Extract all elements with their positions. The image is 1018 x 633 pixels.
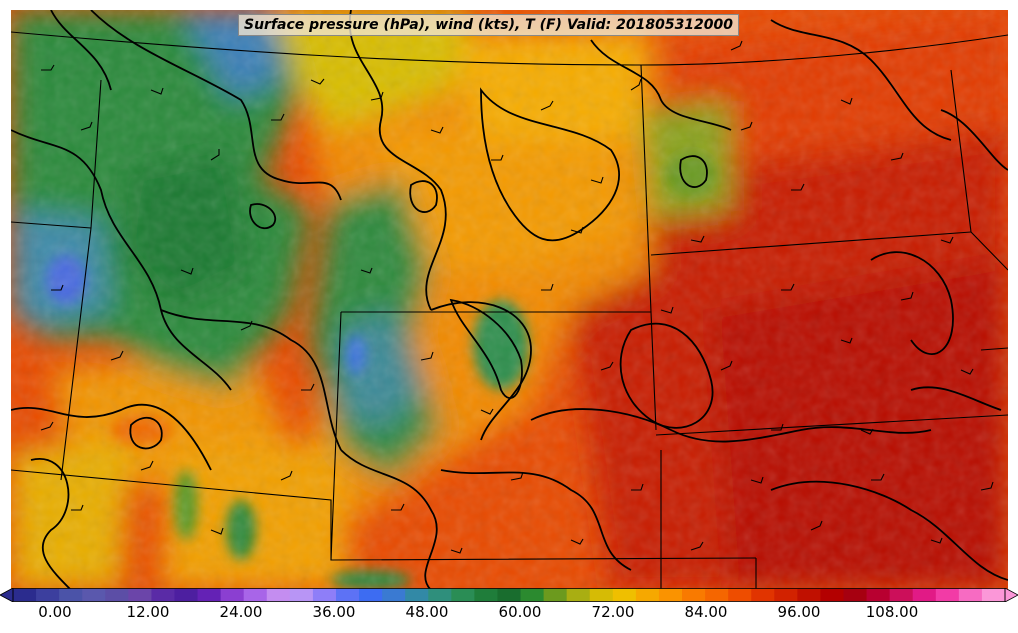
colorbar-segment [105,588,129,602]
colorbar-segment [128,588,152,602]
colorbar-segment [866,588,891,602]
colorbar-segment [566,588,591,602]
colorbar-segment [774,588,798,602]
colorbar-segment [428,588,452,602]
colorbar-segment [289,588,314,602]
colorbar-segment [497,588,522,602]
colorbar-high-extension [1004,588,1018,602]
isobar-contours [11,10,1008,590]
colorbar-segment [151,588,175,602]
colorbar-segment [658,588,683,602]
wind-barbs [40,40,994,554]
colorbar [0,588,1018,602]
colorbar-segment [820,588,845,602]
colorbar-tick-label: 60.00 [498,603,542,621]
colorbar-segment [405,588,429,602]
colorbar-segment [59,588,83,602]
colorbar-segment [312,588,337,602]
colorbar-segment [197,588,222,602]
colorbar-tick-label: 84.00 [684,603,728,621]
colorbar-tick-label: 24.00 [219,603,263,621]
colorbar-tick-label: 48.00 [405,603,449,621]
colorbar-segment [843,588,868,602]
colorbar-segment [243,588,268,602]
colorbar-segment [958,588,983,602]
colorbar-segment [797,588,821,602]
colorbar-segment [935,588,960,602]
colorbar-segment [981,588,1006,602]
colorbar-low-extension [0,588,14,602]
colorbar-segment [705,588,729,602]
colorbar-segment [589,588,614,602]
colorbar-segment [13,588,37,602]
colorbar-tick-label: 0.00 [38,603,72,621]
colorbar-segment [382,588,406,602]
map-title: Surface pressure (hPa), wind (kts), T (F… [238,14,740,36]
colorbar-segment [474,588,498,602]
colorbar-segment [451,588,475,602]
colorbar-segment [612,588,637,602]
temperature-field [11,10,1008,590]
colorbar-segment [635,588,660,602]
colorbar-segment [543,588,568,602]
colorbar-segment [359,588,383,602]
colorbar-segment [728,588,752,602]
colorbar-segment [889,588,914,602]
colorbar-ticks: 0.00 12.00 24.00 36.00 48.00 60.00 72.00 84.00 9… [0,603,1018,625]
colorbar-segments [13,588,1006,602]
colorbar-tick-label: 96.00 [777,603,821,621]
colorbar-tick-label: 108.00 [865,603,919,621]
colorbar-segment [682,588,706,602]
colorbar-segment [36,588,60,602]
temperature-map [11,10,1008,590]
colorbar-tick-label: 12.00 [126,603,170,621]
colorbar-segment [220,588,245,602]
colorbar-segment [520,588,545,602]
colorbar-segment [266,588,291,602]
colorbar-segment [335,588,360,602]
state-boundaries [11,31,1008,590]
colorbar-segment [751,588,775,602]
colorbar-tick-label: 36.00 [312,603,356,621]
colorbar-segment [174,588,199,602]
colorbar-segment [82,588,106,602]
colorbar-segment [912,588,937,602]
colorbar-tick-label: 72.00 [591,603,635,621]
